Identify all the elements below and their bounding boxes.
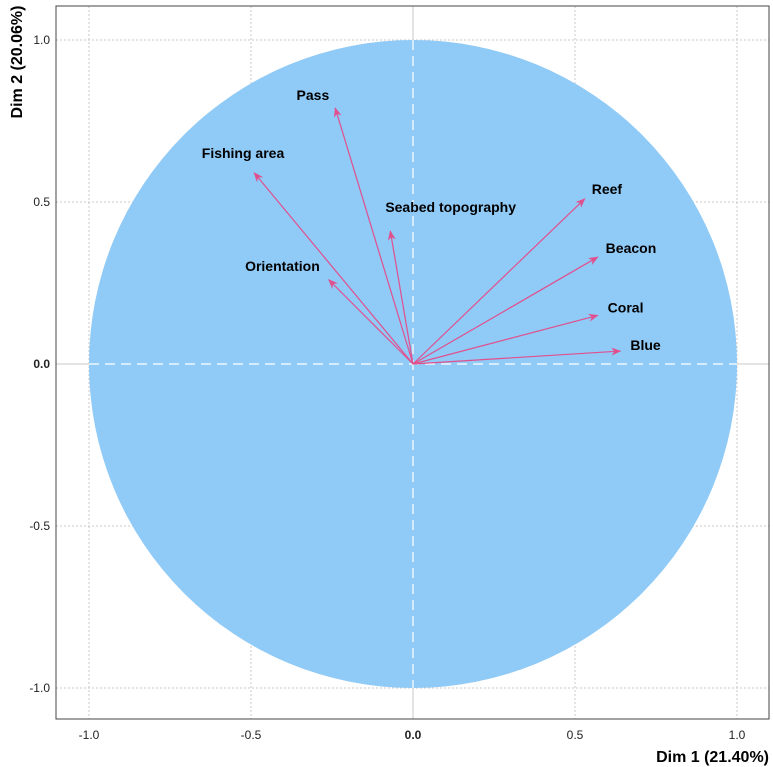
arrow-reef	[412, 198, 586, 365]
arrow-pass	[334, 107, 414, 365]
y-axis-title: Dim 2 (20.06%)	[9, 6, 26, 119]
arrow-coral	[412, 313, 599, 365]
x-tick-label: 0.5	[567, 728, 584, 742]
arrow-blue	[412, 347, 622, 365]
label-seabed-topography: Seabed topography	[385, 199, 516, 215]
x-tick-label: -0.5	[241, 728, 262, 742]
label-reef: Reef	[592, 181, 623, 197]
label-beacon: Beacon	[606, 240, 657, 256]
variable-arrows	[253, 107, 622, 365]
x-axis-ticks: -1.0 -0.5 0.0 0.5 1.0	[79, 728, 746, 742]
arrow-fishing-area	[253, 172, 414, 365]
y-tick-label: 0.0	[33, 357, 50, 371]
label-orientation: Orientation	[245, 258, 320, 274]
arrow-orientation	[328, 279, 414, 365]
y-tick-label: 0.5	[33, 195, 50, 209]
arrow-seabed-topography	[387, 230, 414, 365]
x-tick-label: -1.0	[79, 728, 100, 742]
x-axis-title: Dim 1 (21.40%)	[656, 749, 769, 766]
y-axis-ticks: -1.0 -0.5 0.0 0.5 1.0	[29, 33, 50, 695]
y-tick-label: -0.5	[29, 519, 50, 533]
x-tick-label: 0.0	[405, 728, 422, 742]
arrow-beacon	[412, 256, 599, 365]
variable-labels: Pass Fishing area Seabed topography Orienta…	[202, 87, 661, 353]
plot-frame	[55, 5, 770, 720]
label-fishing-area: Fishing area	[202, 145, 285, 161]
x-tick-label: 1.0	[729, 728, 746, 742]
y-tick-label: -1.0	[29, 681, 50, 695]
label-coral: Coral	[608, 299, 644, 315]
label-pass: Pass	[297, 87, 330, 103]
label-blue: Blue	[630, 337, 661, 353]
y-tick-label: 1.0	[33, 33, 50, 47]
